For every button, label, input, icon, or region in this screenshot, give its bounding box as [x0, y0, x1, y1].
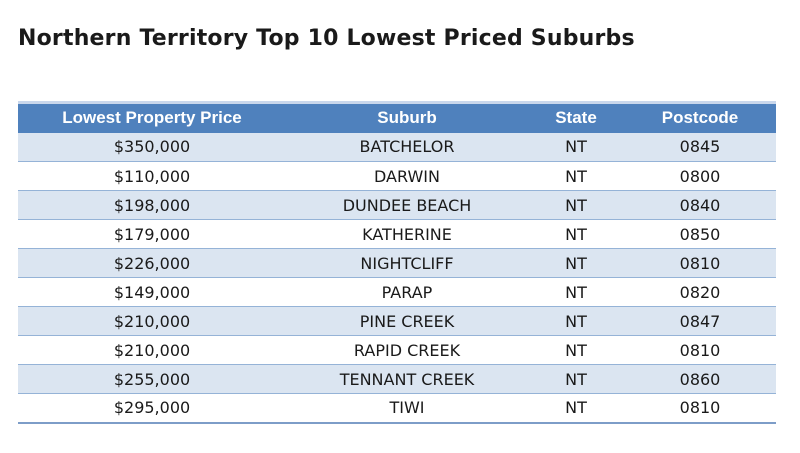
state-cell: NT	[528, 277, 624, 307]
state-cell: NT	[528, 248, 624, 278]
table-row: $198,000 DUNDEE BEACH NT 0840	[18, 190, 776, 220]
price-cell: $350,000	[18, 132, 286, 162]
header-state: State	[528, 101, 624, 133]
header-postcode: Postcode	[624, 101, 776, 133]
table-row: $350,000 BATCHELOR NT 0845	[18, 132, 776, 162]
price-cell: $110,000	[18, 161, 286, 191]
state-cell: NT	[528, 306, 624, 336]
price-cell: $226,000	[18, 248, 286, 278]
suburb-cell: PARAP	[286, 277, 528, 307]
table-row: $226,000 NIGHTCLIFF NT 0810	[18, 248, 776, 278]
table-row: $149,000 PARAP NT 0820	[18, 277, 776, 307]
suburb-cell: TENNANT CREEK	[286, 364, 528, 394]
postcode-cell: 0840	[624, 190, 776, 220]
suburb-cell: BATCHELOR	[286, 132, 528, 162]
state-cell: NT	[528, 161, 624, 191]
state-cell: NT	[528, 364, 624, 394]
table-row: $255,000 TENNANT CREEK NT 0860	[18, 364, 776, 394]
postcode-cell: 0810	[624, 248, 776, 278]
postcode-cell: 0800	[624, 161, 776, 191]
postcode-cell: 0847	[624, 306, 776, 336]
postcode-cell: 0810	[624, 393, 776, 424]
page-title: Northern Territory Top 10 Lowest Priced …	[18, 26, 635, 51]
state-cell: NT	[528, 219, 624, 249]
price-cell: $198,000	[18, 190, 286, 220]
suburb-cell: PINE CREEK	[286, 306, 528, 336]
suburb-cell: KATHERINE	[286, 219, 528, 249]
postcode-cell: 0820	[624, 277, 776, 307]
header-lowest-property-price: Lowest Property Price	[18, 101, 286, 133]
suburbs-table: Lowest Property Price Suburb State Postc…	[18, 101, 776, 424]
state-cell: NT	[528, 132, 624, 162]
table-row: $210,000 PINE CREEK NT 0847	[18, 306, 776, 336]
suburb-cell: RAPID CREEK	[286, 335, 528, 365]
price-cell: $210,000	[18, 306, 286, 336]
postcode-cell: 0850	[624, 219, 776, 249]
table-header-row: Lowest Property Price Suburb State Postc…	[18, 101, 776, 133]
postcode-cell: 0845	[624, 132, 776, 162]
state-cell: NT	[528, 393, 624, 424]
postcode-cell: 0860	[624, 364, 776, 394]
state-cell: NT	[528, 190, 624, 220]
price-cell: $210,000	[18, 335, 286, 365]
price-cell: $295,000	[18, 393, 286, 424]
table-row: $210,000 RAPID CREEK NT 0810	[18, 335, 776, 365]
suburb-cell: DUNDEE BEACH	[286, 190, 528, 220]
header-suburb: Suburb	[286, 101, 528, 133]
price-cell: $179,000	[18, 219, 286, 249]
state-cell: NT	[528, 335, 624, 365]
table-row: $110,000 DARWIN NT 0800	[18, 161, 776, 191]
table-row: $179,000 KATHERINE NT 0850	[18, 219, 776, 249]
suburb-cell: NIGHTCLIFF	[286, 248, 528, 278]
suburb-cell: DARWIN	[286, 161, 528, 191]
table-row: $295,000 TIWI NT 0810	[18, 393, 776, 424]
suburb-cell: TIWI	[286, 393, 528, 424]
price-cell: $255,000	[18, 364, 286, 394]
postcode-cell: 0810	[624, 335, 776, 365]
price-cell: $149,000	[18, 277, 286, 307]
